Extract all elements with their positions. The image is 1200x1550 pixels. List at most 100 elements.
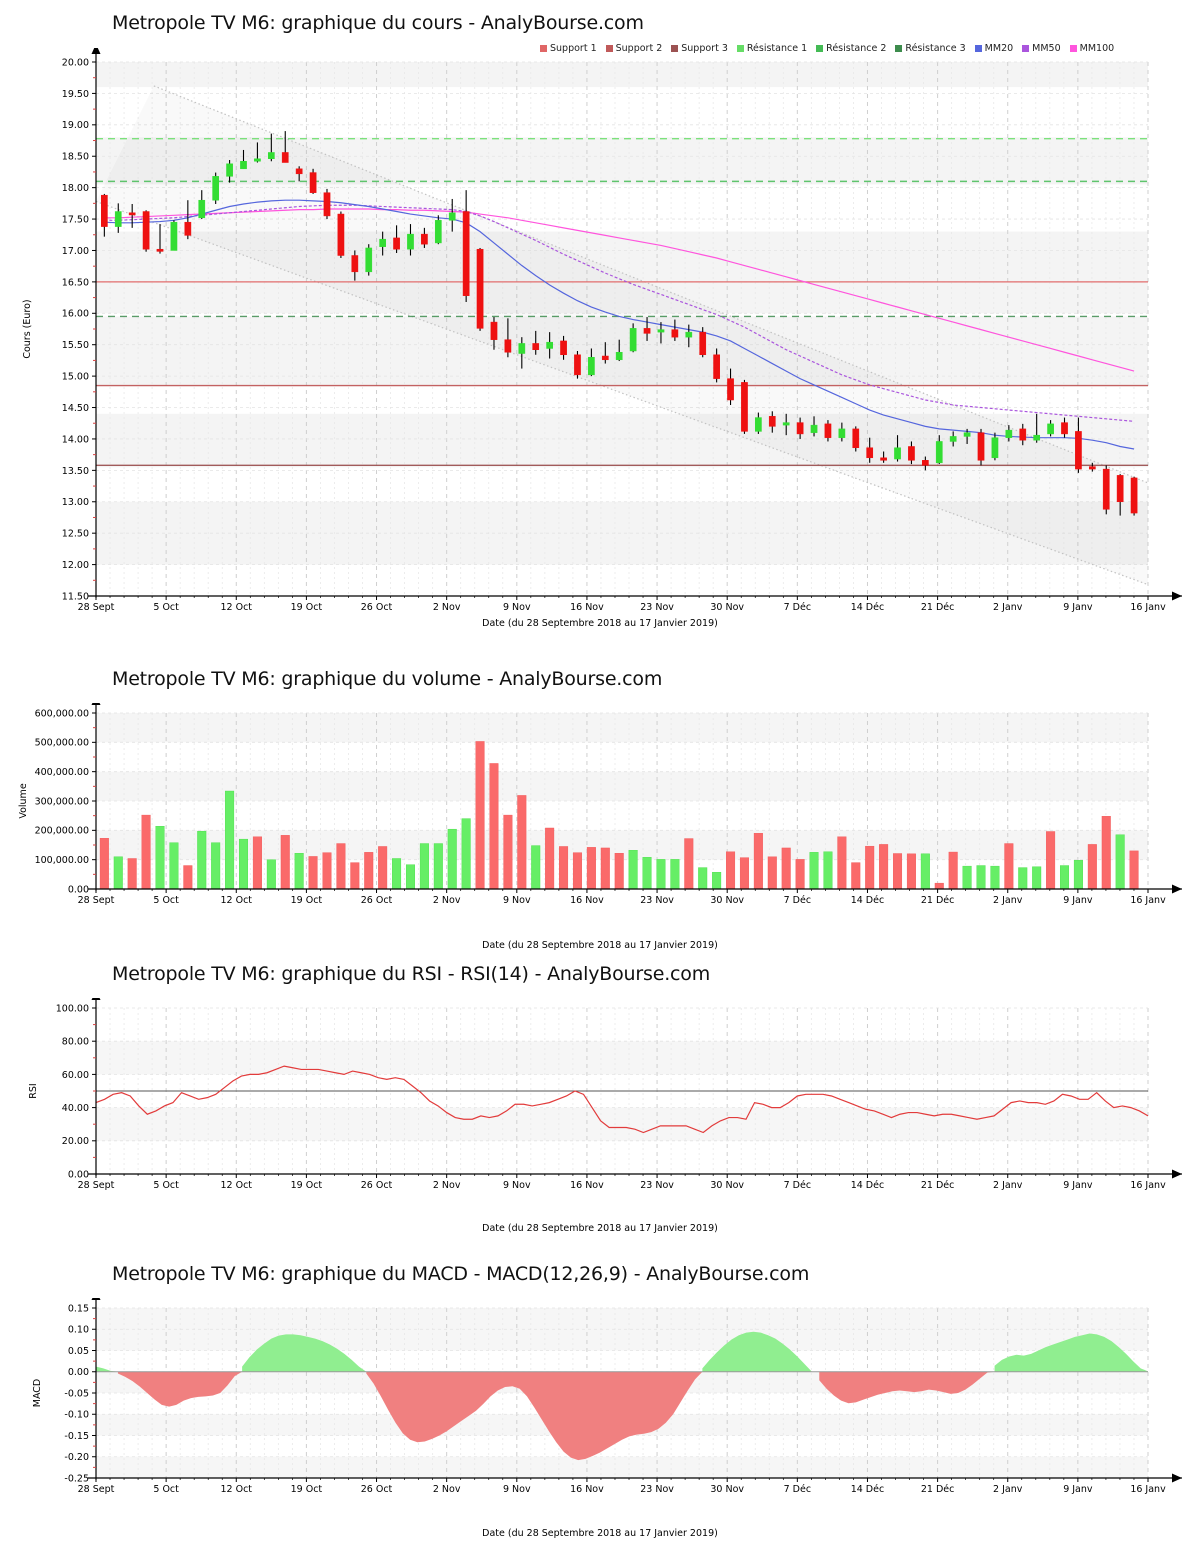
candlestick[interactable] bbox=[643, 317, 651, 341]
candlestick[interactable] bbox=[295, 166, 303, 182]
candlestick[interactable] bbox=[240, 149, 247, 170]
volume-bar[interactable] bbox=[225, 790, 235, 890]
legend-item-mm100[interactable]: MM100 bbox=[1069, 44, 1114, 54]
volume-bar[interactable] bbox=[113, 856, 123, 890]
volume-bar[interactable] bbox=[614, 853, 624, 890]
volume-bar[interactable] bbox=[586, 847, 596, 890]
volume-bar[interactable] bbox=[823, 851, 833, 890]
candlestick[interactable] bbox=[1061, 417, 1068, 438]
volume-bar[interactable] bbox=[392, 858, 402, 890]
volume-bar[interactable] bbox=[851, 862, 861, 890]
candlestick[interactable] bbox=[184, 200, 192, 240]
volume-bar[interactable] bbox=[1018, 867, 1028, 890]
candlestick[interactable] bbox=[685, 324, 693, 348]
candlestick[interactable] bbox=[1019, 423, 1027, 446]
candlestick[interactable] bbox=[407, 224, 414, 256]
candlestick[interactable] bbox=[1005, 425, 1013, 442]
volume-bar[interactable] bbox=[684, 838, 694, 890]
candlestick[interactable] bbox=[657, 322, 665, 344]
volume-bar[interactable] bbox=[809, 852, 819, 890]
volume-bar[interactable] bbox=[1073, 860, 1083, 890]
volume-bar[interactable] bbox=[252, 836, 262, 890]
candlestick[interactable] bbox=[100, 193, 108, 237]
volume-bar[interactable] bbox=[865, 845, 875, 890]
candlestick[interactable] bbox=[170, 220, 178, 251]
volume-bar[interactable] bbox=[628, 850, 638, 890]
rsi-chart-plot[interactable]: 0.00 20.00 40.00 60.00 80.00 100.00 28 Sept 5 O… bbox=[0, 998, 1200, 1208]
candlestick[interactable] bbox=[880, 451, 887, 463]
candlestick[interactable] bbox=[963, 428, 971, 444]
volume-bar[interactable] bbox=[531, 845, 541, 890]
volume-bar[interactable] bbox=[1004, 843, 1014, 890]
candlestick[interactable] bbox=[337, 211, 345, 259]
candlestick[interactable] bbox=[810, 416, 818, 437]
volume-bar[interactable] bbox=[879, 844, 889, 890]
volume-bar[interactable] bbox=[906, 853, 916, 890]
candlestick[interactable] bbox=[629, 323, 637, 353]
candlestick[interactable] bbox=[741, 379, 748, 434]
candlestick[interactable] bbox=[768, 411, 776, 433]
volume-bar[interactable] bbox=[753, 833, 763, 890]
volume-bar[interactable] bbox=[239, 838, 249, 890]
candlestick[interactable] bbox=[532, 330, 540, 355]
volume-bar[interactable] bbox=[559, 846, 569, 890]
candlestick[interactable] bbox=[142, 210, 150, 252]
candlestick[interactable] bbox=[727, 368, 734, 406]
volume-bar[interactable] bbox=[489, 763, 499, 890]
candlestick[interactable] bbox=[852, 426, 860, 452]
volume-bar[interactable] bbox=[378, 846, 388, 890]
candlestick[interactable] bbox=[490, 317, 498, 350]
volume-bar[interactable] bbox=[266, 859, 276, 890]
volume-bar[interactable] bbox=[920, 853, 930, 890]
candlestick[interactable] bbox=[434, 215, 442, 245]
volume-bar[interactable] bbox=[350, 862, 360, 890]
volume-bar[interactable] bbox=[767, 856, 777, 890]
candlestick[interactable] bbox=[114, 203, 122, 233]
volume-bar[interactable] bbox=[1101, 816, 1111, 890]
candlestick[interactable] bbox=[866, 437, 874, 463]
volume-bar[interactable] bbox=[364, 852, 374, 890]
volume-bar[interactable] bbox=[127, 858, 137, 890]
volume-bar[interactable] bbox=[211, 842, 221, 890]
volume-bar[interactable] bbox=[962, 865, 972, 890]
candlestick[interactable] bbox=[365, 244, 373, 276]
volume-bar[interactable] bbox=[308, 856, 318, 890]
volume-bar[interactable] bbox=[1087, 844, 1097, 890]
legend-item-mm50[interactable]: MM50 bbox=[1022, 44, 1061, 54]
volume-bar[interactable] bbox=[698, 867, 708, 890]
candlestick[interactable] bbox=[254, 142, 261, 163]
macd-chart-plot[interactable]: -0.25 -0.20 -0.15 -0.10 -0.05 0.00 0.05 0.10 0.1… bbox=[0, 1298, 1200, 1513]
volume-bar[interactable] bbox=[545, 827, 555, 890]
volume-bar[interactable] bbox=[1032, 866, 1042, 890]
candlestick[interactable] bbox=[615, 339, 623, 362]
volume-bar[interactable] bbox=[405, 864, 415, 890]
candlestick[interactable] bbox=[1047, 420, 1054, 437]
candlestick[interactable] bbox=[1130, 476, 1138, 516]
candlestick[interactable] bbox=[309, 168, 317, 194]
candlestick[interactable] bbox=[922, 456, 929, 471]
candlestick[interactable] bbox=[1116, 474, 1124, 516]
legend-item-r-sistance-2[interactable]: Résistance 2 bbox=[816, 44, 886, 54]
volume-bar[interactable] bbox=[419, 843, 429, 890]
candlestick[interactable] bbox=[128, 203, 136, 228]
volume-bar[interactable] bbox=[280, 835, 290, 890]
candlestick[interactable] bbox=[462, 190, 470, 302]
legend-item-support-1[interactable]: Support 1 bbox=[540, 44, 597, 54]
price-chart-plot[interactable]: 11.50 12.00 12.50 13.00 13.50 14.00 14.50 15.00… bbox=[0, 48, 1200, 648]
volume-bar[interactable] bbox=[948, 851, 958, 890]
legend-item-mm20[interactable]: MM20 bbox=[974, 44, 1013, 54]
volume-bar[interactable] bbox=[517, 795, 527, 890]
candlestick[interactable] bbox=[351, 250, 359, 281]
volume-bar[interactable] bbox=[99, 838, 109, 890]
candlestick[interactable] bbox=[755, 412, 762, 434]
candlestick[interactable] bbox=[281, 131, 289, 163]
volume-bar[interactable] bbox=[475, 741, 485, 890]
candlestick[interactable] bbox=[560, 335, 567, 360]
candlestick[interactable] bbox=[379, 231, 387, 256]
volume-bar[interactable] bbox=[141, 814, 151, 890]
volume-bar[interactable] bbox=[642, 857, 652, 890]
candlestick[interactable] bbox=[601, 342, 609, 364]
legend-item-support-2[interactable]: Support 2 bbox=[605, 44, 662, 54]
volume-chart-plot[interactable]: 0.00 100,000.00 200,000.00 300,000.00 400,00… bbox=[0, 703, 1200, 923]
candlestick[interactable] bbox=[323, 188, 331, 220]
